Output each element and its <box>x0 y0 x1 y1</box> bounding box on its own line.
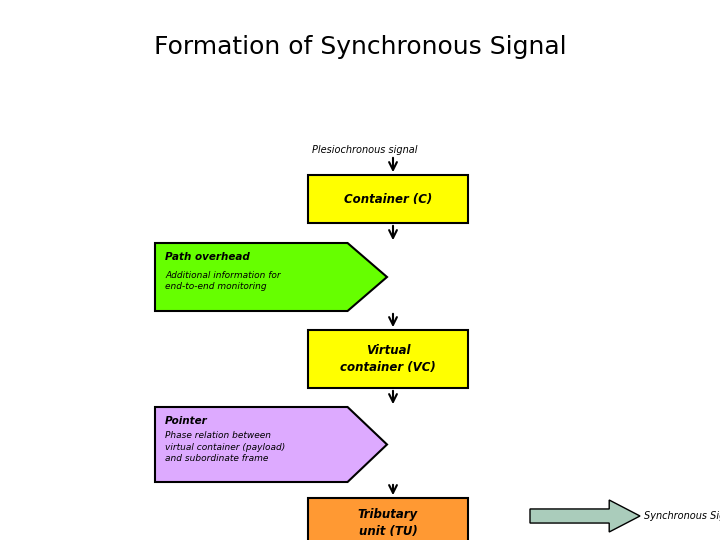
Text: Path overhead: Path overhead <box>165 252 250 262</box>
Text: Container (C): Container (C) <box>344 192 432 206</box>
Bar <box>308 498 468 540</box>
Text: Additional information for
end-to-end monitoring: Additional information for end-to-end mo… <box>165 271 281 292</box>
Text: Pointer: Pointer <box>165 416 208 426</box>
Polygon shape <box>530 500 640 532</box>
Bar <box>308 330 468 388</box>
Text: Tributary
unit (TU): Tributary unit (TU) <box>358 508 418 538</box>
Polygon shape <box>155 243 387 311</box>
Text: Phase relation between
virtual container (payload)
and subordinate frame: Phase relation between virtual container… <box>165 431 285 463</box>
Polygon shape <box>155 407 387 482</box>
Bar <box>308 175 468 223</box>
Text: Formation of Synchronous Signal: Formation of Synchronous Signal <box>153 35 567 59</box>
Text: Virtual
container (VC): Virtual container (VC) <box>340 344 436 374</box>
Text: Synchronous Signal: Synchronous Signal <box>644 511 720 521</box>
Text: Plesiochronous signal: Plesiochronous signal <box>312 145 418 155</box>
